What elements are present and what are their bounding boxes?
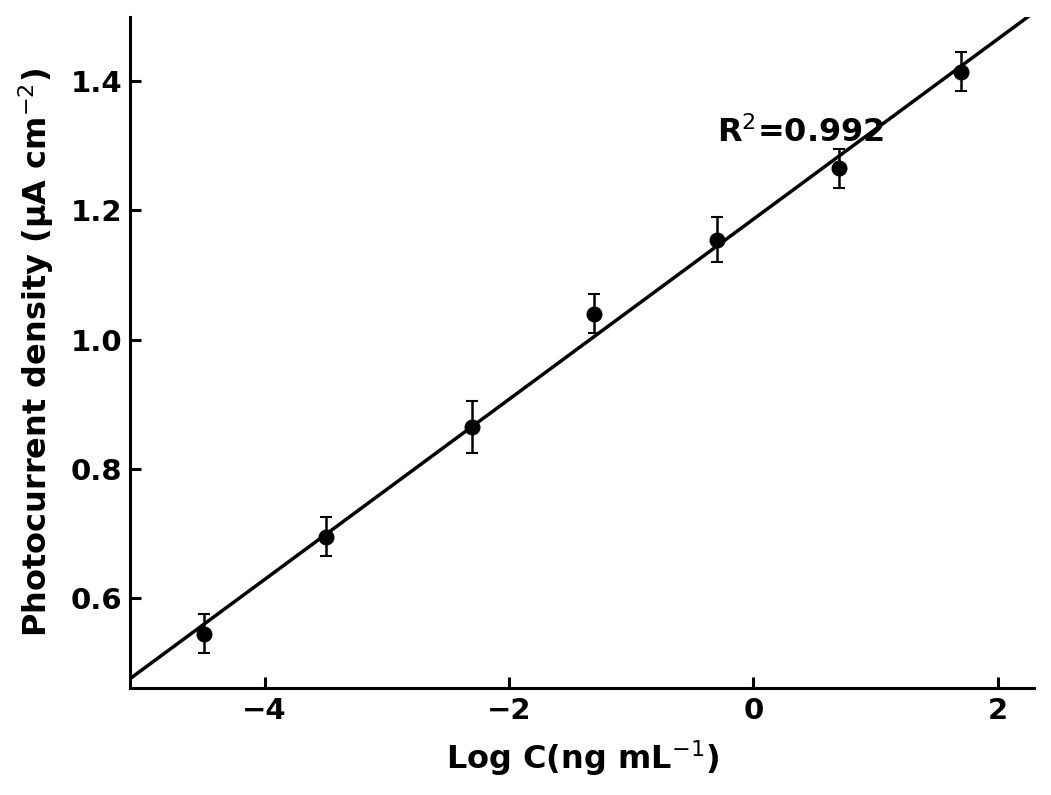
X-axis label: Log C(ng mL$^{-1}$): Log C(ng mL$^{-1}$) — [446, 739, 719, 778]
Text: R$^{2}$=0.992: R$^{2}$=0.992 — [717, 117, 884, 149]
Y-axis label: Photocurrent density (μA cm$^{-2}$): Photocurrent density (μA cm$^{-2}$) — [17, 68, 57, 637]
